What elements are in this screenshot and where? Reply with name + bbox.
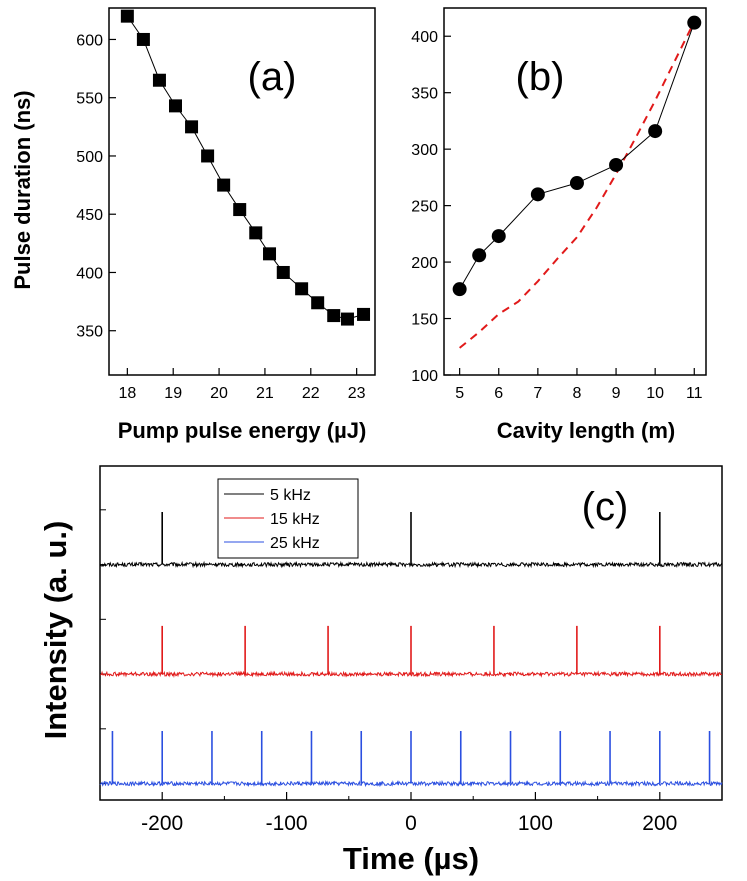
c-x-tick-label: -200 <box>141 812 183 835</box>
a-data-point <box>136 32 150 46</box>
b-y-tick-label: 250 <box>411 199 438 216</box>
panel-c-legend: 5 kHz 15 kHz 25 kHz <box>217 478 359 559</box>
legend-label-25khz: 25 kHz <box>270 535 320 552</box>
panel-c-x-axis: -200 -100 0 100 200 <box>141 792 677 835</box>
panel-c: (c) -200 -100 0 100 200 5 kHz 15 kHz 25 kHz … <box>38 465 723 876</box>
c-x-tick-label: 100 <box>518 812 553 835</box>
panel-c-x-label: Time (µs) <box>343 841 479 876</box>
b-x-tick-label: 6 <box>494 385 503 402</box>
a-data-point <box>295 282 309 296</box>
a-data-point <box>217 178 231 192</box>
a-data-point <box>327 309 341 323</box>
panel-b: (b) 5 6 7 8 9 10 11 100 150 200 250 300 350 400 Cavi… <box>411 7 707 443</box>
a-data-point <box>233 203 247 217</box>
a-y-tick-label: 400 <box>76 265 103 282</box>
b-y-tick-label: 350 <box>411 86 438 103</box>
a-data-point <box>120 9 134 23</box>
b-y-tick-label: 150 <box>411 312 438 329</box>
b-x-tick-label: 10 <box>646 385 664 402</box>
panel-a-frame <box>108 7 376 376</box>
b-data-point <box>569 176 584 191</box>
panel-b-x-axis: 5 6 7 8 9 10 11 <box>455 368 703 402</box>
panel-a: (a) 18 19 20 21 22 23 350 400 450 500 550 600 Pump… <box>10 7 376 443</box>
a-y-tick-label: 600 <box>76 32 103 49</box>
b-data-point <box>491 229 506 244</box>
legend-label-5khz: 5 kHz <box>270 487 311 504</box>
a-series-line <box>126 15 364 320</box>
a-data-point <box>263 247 277 261</box>
panel-a-series <box>120 9 371 326</box>
a-data-point <box>152 73 166 87</box>
panel-a-y-label: Pulse duration (ns) <box>10 90 35 289</box>
b-data-point <box>530 187 545 202</box>
panel-c-y-axis <box>100 509 106 785</box>
b-data-point <box>648 124 663 139</box>
b-data-point <box>609 157 624 172</box>
panel-b-label: (b) <box>516 55 565 99</box>
c-x-tick-label: 200 <box>642 812 677 835</box>
panel-a-x-axis: 18 19 20 21 22 23 <box>118 368 366 402</box>
a-data-point <box>201 149 215 163</box>
a-data-point <box>357 307 371 321</box>
a-data-point <box>185 120 199 134</box>
panel-b-frame <box>443 7 707 376</box>
a-x-tick-label: 21 <box>256 385 274 402</box>
b-x-tick-label: 9 <box>612 385 621 402</box>
panel-c-series <box>99 511 723 788</box>
panel-b-series <box>452 15 702 349</box>
b-x-tick-label: 8 <box>573 385 582 402</box>
panel-a-y-axis: 350 400 450 500 550 600 <box>76 32 116 341</box>
a-x-tick-label: 18 <box>118 385 136 402</box>
a-data-point <box>340 312 354 326</box>
a-x-tick-label: 23 <box>348 385 366 402</box>
panel-b-x-label: Cavity length (m) <box>497 418 675 443</box>
a-data-point <box>249 226 263 240</box>
c-x-tick-label: -100 <box>266 812 308 835</box>
b-series-line <box>459 22 695 290</box>
c-trace-0 <box>99 560 723 569</box>
c-x-tick-label: 0 <box>405 812 417 835</box>
a-x-tick-label: 22 <box>302 385 320 402</box>
a-data-point <box>311 296 325 310</box>
a-x-tick-label: 20 <box>210 385 228 402</box>
a-data-point <box>276 265 290 279</box>
b-data-point <box>472 248 487 263</box>
panel-a-x-label: Pump pulse energy (µJ) <box>118 418 367 443</box>
b-y-tick-label: 100 <box>411 368 438 385</box>
a-y-tick-label: 500 <box>76 149 103 166</box>
b-y-tick-label: 300 <box>411 142 438 159</box>
b-y-tick-label: 200 <box>411 255 438 272</box>
a-x-tick-label: 19 <box>164 385 182 402</box>
a-y-tick-label: 450 <box>76 207 103 224</box>
legend-label-15khz: 15 kHz <box>270 511 320 528</box>
panel-b-y-axis: 100 150 200 250 300 350 400 <box>411 29 451 385</box>
a-y-tick-label: 350 <box>76 324 103 341</box>
a-y-tick-label: 550 <box>76 91 103 108</box>
b-y-tick-label: 400 <box>411 29 438 46</box>
panel-a-label: (a) <box>248 55 297 99</box>
panel-c-y-label: Intensity (a. u.) <box>38 521 73 740</box>
b-x-tick-label: 5 <box>455 385 464 402</box>
b-x-tick-label: 7 <box>533 385 542 402</box>
b-data-point <box>687 15 702 30</box>
panel-c-label: (c) <box>582 485 629 529</box>
c-trace-1 <box>99 670 722 678</box>
b-data-point <box>452 282 467 297</box>
a-data-point <box>169 99 182 113</box>
b-x-tick-label: 11 <box>686 385 703 402</box>
